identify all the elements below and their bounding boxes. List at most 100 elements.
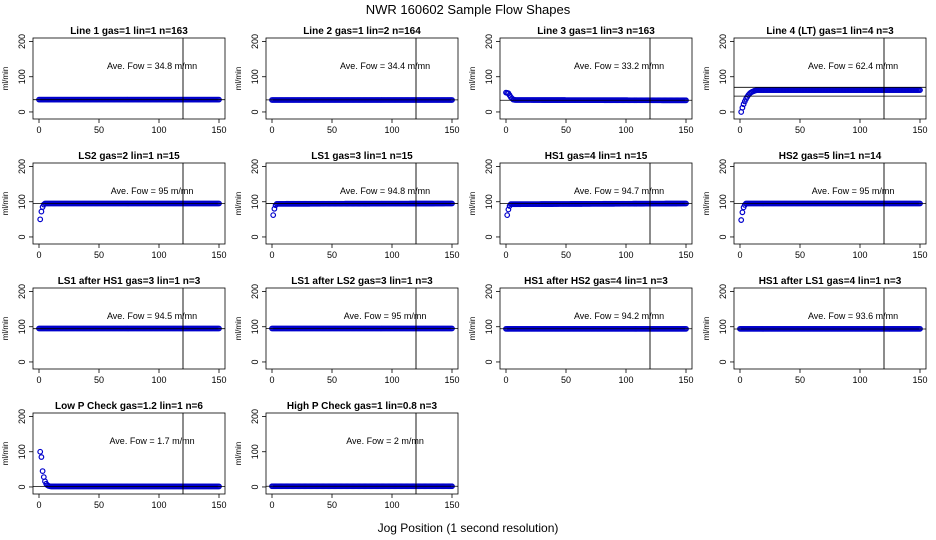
data-point — [38, 208, 45, 215]
y-tick-label: 200 — [718, 159, 728, 174]
data-point — [37, 448, 44, 455]
y-tick-label: 200 — [484, 284, 494, 299]
panel-annotation: Ave. Fow = 95 m/mn — [111, 186, 194, 196]
x-tick-label: 100 — [618, 375, 633, 385]
x-tick-label: 50 — [94, 375, 104, 385]
x-tick-label: 0 — [36, 125, 41, 135]
y-tick-label: 0 — [484, 109, 494, 114]
data-point — [738, 217, 745, 223]
x-tick-label: 50 — [795, 375, 805, 385]
panel-frame — [499, 287, 693, 370]
x-tick-label: 100 — [151, 500, 166, 510]
panel-ylabel: ml/min — [702, 317, 711, 341]
x-tick-label: 50 — [561, 375, 571, 385]
y-tick-label: 200 — [17, 409, 27, 424]
x-tick-label: 150 — [444, 500, 459, 510]
panel-ylabel: ml/min — [702, 192, 711, 216]
panel-6: LS1 gas=3 lin=1 n=15 ml/min Ave. Fow = 94.… — [234, 151, 460, 260]
x-tick-label: 50 — [795, 125, 805, 135]
panel-annotation: Ave. Fow = 94.7 m/mn — [574, 186, 664, 196]
panel-title: LS2 gas=2 lin=1 n=15 — [78, 151, 180, 162]
panel-frame — [733, 287, 927, 370]
panel-ylabel: ml/min — [702, 67, 711, 91]
x-tick-label: 150 — [912, 375, 927, 385]
x-tick-label: 0 — [503, 375, 508, 385]
y-tick-label: 0 — [17, 359, 27, 364]
y-tick-label: 0 — [250, 484, 260, 489]
y-tick-label: 200 — [17, 284, 27, 299]
y-tick-label: 0 — [17, 109, 27, 114]
panel-2: Line 2 gas=1 lin=2 n=164 ml/min Ave. Fow =… — [234, 26, 460, 135]
panel-points — [738, 87, 923, 115]
x-tick-label: 0 — [269, 125, 274, 135]
data-point — [917, 87, 923, 94]
y-tick-label: 100 — [250, 319, 260, 334]
y-tick-label: 0 — [250, 359, 260, 364]
data-point — [505, 206, 512, 213]
x-tick-label: 0 — [269, 250, 274, 260]
y-tick-label: 100 — [250, 444, 260, 459]
y-tick-label: 200 — [250, 34, 260, 49]
panel-annotation: Ave. Fow = 94.8 m/mn — [340, 186, 430, 196]
y-tick-label: 0 — [17, 484, 27, 489]
panel-title: Line 1 gas=1 lin=1 n=163 — [70, 26, 188, 37]
panel-annotation: Ave. Fow = 95 m/mn — [812, 186, 895, 196]
panel-title: Low P Check gas=1.2 lin=1 n=6 — [55, 401, 203, 412]
panel-title: HS1 after HS2 gas=4 lin=1 n=3 — [524, 276, 668, 287]
x-tick-label: 50 — [327, 375, 337, 385]
y-tick-label: 0 — [250, 109, 260, 114]
x-tick-label: 150 — [211, 375, 226, 385]
x-tick-label: 150 — [444, 375, 459, 385]
y-tick-label: 100 — [17, 194, 27, 209]
panel-annotation: Ave. Fow = 34.8 m/mn — [107, 61, 197, 71]
panel-annotation: Ave. Fow = 1.7 m/mn — [109, 436, 194, 446]
panel-title: LS1 gas=3 lin=1 n=15 — [311, 151, 413, 162]
data-point — [39, 468, 46, 475]
x-tick-label: 0 — [269, 500, 274, 510]
y-tick-label: 0 — [484, 359, 494, 364]
y-tick-label: 200 — [17, 159, 27, 174]
data-point — [739, 104, 746, 111]
panel-frame — [265, 37, 459, 120]
data-point — [270, 212, 277, 219]
panel-7: HS1 gas=4 lin=1 n=15 ml/min Ave. Fow = 94.… — [468, 151, 694, 260]
panel-3: Line 3 gas=1 lin=3 n=163 ml/min Ave. Fow =… — [468, 26, 694, 135]
x-tick-label: 100 — [384, 125, 399, 135]
y-tick-label: 0 — [484, 234, 494, 239]
x-tick-label: 100 — [384, 500, 399, 510]
x-tick-label: 100 — [852, 125, 867, 135]
panel-ylabel: ml/min — [468, 317, 477, 341]
panel-annotation: Ave. Fow = 34.4 m/mn — [340, 61, 430, 71]
x-tick-label: 150 — [444, 125, 459, 135]
panel-points — [37, 448, 222, 490]
x-tick-label: 150 — [678, 375, 693, 385]
y-tick-label: 0 — [17, 234, 27, 239]
y-tick-label: 100 — [17, 69, 27, 84]
panel-4: Line 4 (LT) gas=1 lin=4 n=3 ml/min Ave. Fo… — [702, 26, 928, 135]
data-point — [740, 101, 747, 108]
x-tick-label: 50 — [327, 125, 337, 135]
panel-10: LS1 after LS2 gas=3 lin=1 n=3 ml/min Ave. … — [234, 276, 460, 385]
panel-annotation: Ave. Fow = 62.4 m/mn — [808, 61, 898, 71]
x-tick-label: 100 — [852, 375, 867, 385]
panel-frame — [265, 162, 459, 245]
panel-frame — [733, 162, 927, 245]
x-tick-label: 100 — [852, 250, 867, 260]
y-tick-label: 100 — [718, 69, 728, 84]
panel-ylabel: ml/min — [234, 67, 243, 91]
panel-annotation: Ave. Fow = 33.2 m/mn — [574, 61, 664, 71]
x-tick-label: 50 — [327, 500, 337, 510]
y-tick-label: 200 — [484, 159, 494, 174]
panel-points — [503, 89, 689, 104]
x-tick-label: 50 — [94, 125, 104, 135]
panel-ylabel: ml/min — [1, 442, 10, 466]
figure-title: NWR 160602 Sample Flow Shapes — [366, 2, 571, 17]
panel-frame — [32, 287, 226, 370]
y-tick-label: 100 — [484, 194, 494, 209]
data-point — [271, 205, 278, 212]
x-tick-label: 50 — [327, 250, 337, 260]
y-tick-label: 100 — [17, 444, 27, 459]
y-tick-label: 100 — [484, 69, 494, 84]
x-tick-label: 50 — [561, 250, 571, 260]
x-tick-label: 100 — [384, 375, 399, 385]
